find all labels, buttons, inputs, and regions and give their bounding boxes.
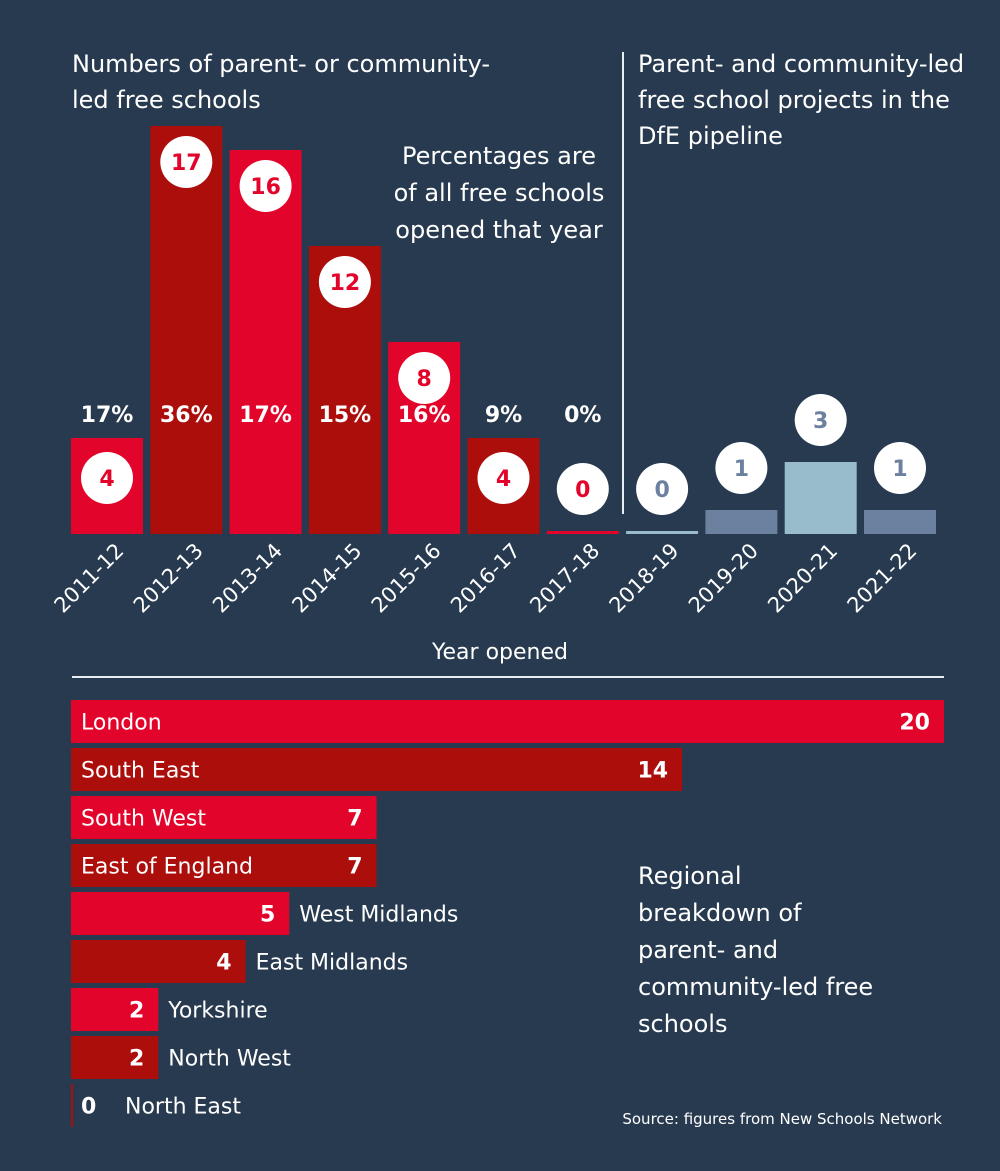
value-circle bbox=[477, 452, 530, 504]
value-circle bbox=[81, 452, 133, 504]
region-bar-east-of-england bbox=[71, 844, 377, 887]
value-label: 12 bbox=[330, 271, 361, 296]
percentage-label: 16% bbox=[398, 403, 451, 428]
region-name: London bbox=[81, 711, 162, 736]
x-tick-label: 2015-16 bbox=[367, 539, 446, 618]
region-name: West Midlands bbox=[299, 903, 458, 928]
pipeline-divider bbox=[622, 52, 624, 514]
value-circle bbox=[874, 442, 926, 494]
chart-title-pipeline: Parent- and community-led free school pr… bbox=[638, 50, 965, 150]
value-circle bbox=[636, 463, 689, 515]
x-tick-label: 2021-22 bbox=[843, 539, 922, 618]
region-value: 2 bbox=[129, 1047, 144, 1072]
value-label: 0 bbox=[575, 478, 590, 503]
column-chart: 4 17% 2011-12 17 36% 2012-13 16 17% 2013-14 12 15%… bbox=[50, 126, 936, 618]
x-tick-label: 2014-15 bbox=[287, 539, 366, 618]
column-bar-2012-13 bbox=[150, 126, 223, 534]
value-circle bbox=[160, 136, 213, 188]
region-value: 14 bbox=[637, 759, 668, 784]
region-bar-yorkshire bbox=[71, 988, 159, 1031]
region-name: Yorkshire bbox=[167, 999, 267, 1024]
value-label: 8 bbox=[417, 367, 432, 392]
region-value: 7 bbox=[347, 855, 362, 880]
x-tick-label: 2017-18 bbox=[525, 539, 604, 618]
region-name: East of England bbox=[81, 855, 253, 880]
x-tick-label: 2020-21 bbox=[763, 539, 842, 618]
column-bar-2021-22 bbox=[864, 510, 936, 534]
percentage-label: 0% bbox=[564, 403, 601, 428]
region-value: 0 bbox=[81, 1095, 96, 1120]
x-tick-label: 2018-19 bbox=[605, 539, 684, 618]
region-bar-london bbox=[71, 700, 944, 743]
section-divider bbox=[72, 676, 944, 678]
column-bar-2019-20 bbox=[705, 510, 778, 534]
value-label: 3 bbox=[813, 409, 828, 434]
region-value: 20 bbox=[899, 711, 930, 736]
region-bar-south-west bbox=[71, 796, 377, 839]
x-tick-label: 2013-14 bbox=[208, 539, 287, 618]
chart-title-left: Numbers of parent- or community-led free… bbox=[72, 50, 491, 114]
region-name: North West bbox=[168, 1047, 291, 1072]
value-circle bbox=[398, 352, 451, 404]
percentage-label: 17% bbox=[239, 403, 292, 428]
value-label: 0 bbox=[654, 478, 669, 503]
x-axis-label: Year opened bbox=[432, 640, 568, 665]
value-label: 1 bbox=[734, 457, 749, 482]
value-label: 16 bbox=[250, 175, 281, 200]
percentage-label: 17% bbox=[81, 403, 134, 428]
source-note: Source: figures from New Schools Network bbox=[622, 1110, 942, 1128]
region-name: East Midlands bbox=[256, 951, 409, 976]
value-circle bbox=[318, 256, 371, 308]
value-circle bbox=[556, 463, 609, 515]
column-bar-2013-14 bbox=[229, 150, 302, 534]
region-name: North East bbox=[125, 1095, 241, 1120]
percentage-label: 9% bbox=[485, 403, 522, 428]
column-bar-2018-19 bbox=[626, 531, 699, 534]
x-tick-label: 2012-13 bbox=[129, 539, 208, 618]
percentages-note: Percentages are of all free schools open… bbox=[393, 142, 605, 244]
x-tick-label: 2016-17 bbox=[446, 539, 525, 618]
value-circle bbox=[239, 160, 292, 212]
value-label: 4 bbox=[496, 467, 511, 492]
regional-note: Regional breakdown of parent- and commun… bbox=[638, 862, 874, 1038]
region-value: 5 bbox=[260, 903, 275, 928]
column-bar-2020-21 bbox=[784, 462, 857, 534]
percentage-label: 36% bbox=[160, 403, 213, 428]
value-label: 1 bbox=[892, 457, 907, 482]
region-value: 2 bbox=[129, 999, 144, 1024]
value-label: 17 bbox=[171, 151, 202, 176]
region-name: South East bbox=[81, 759, 200, 784]
region-value: 4 bbox=[216, 951, 231, 976]
region-bar-east-midlands bbox=[71, 940, 246, 983]
x-tick-label: 2019-20 bbox=[684, 539, 763, 618]
region-bar-north-west bbox=[71, 1036, 159, 1079]
region-bar-south-east bbox=[71, 748, 683, 791]
value-label: 4 bbox=[99, 467, 114, 492]
region-bar-west-midlands bbox=[71, 892, 290, 935]
region-bar-north-east bbox=[71, 1084, 73, 1127]
column-bar-2017-18 bbox=[546, 531, 619, 534]
region-name: South West bbox=[81, 807, 206, 832]
value-circle bbox=[715, 442, 768, 494]
percentage-label: 15% bbox=[319, 403, 372, 428]
x-tick-label: 2011-12 bbox=[50, 539, 129, 618]
region-value: 7 bbox=[347, 807, 362, 832]
value-circle bbox=[794, 394, 847, 446]
